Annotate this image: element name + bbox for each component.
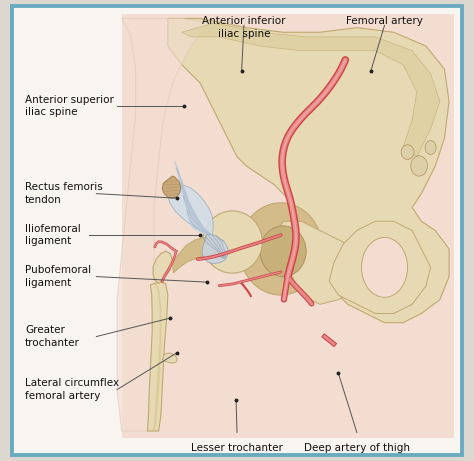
Text: Rectus femoris
tendon: Rectus femoris tendon [25, 183, 103, 205]
Polygon shape [162, 176, 181, 198]
Polygon shape [168, 18, 449, 323]
Polygon shape [152, 284, 161, 431]
Text: Iliofemoral
ligament: Iliofemoral ligament [25, 224, 81, 246]
Ellipse shape [202, 211, 262, 273]
Polygon shape [173, 237, 223, 273]
Polygon shape [153, 251, 173, 284]
Text: Anterior inferior
iliac spine: Anterior inferior iliac spine [202, 16, 286, 39]
Ellipse shape [425, 141, 436, 154]
Ellipse shape [362, 237, 408, 297]
Polygon shape [117, 18, 210, 431]
Text: Lesser trochanter: Lesser trochanter [191, 443, 283, 453]
Text: Lateral circumflex
femoral artery: Lateral circumflex femoral artery [25, 378, 119, 401]
Ellipse shape [239, 203, 322, 295]
Text: Pubofemoral
ligament: Pubofemoral ligament [25, 266, 91, 288]
Text: Deep artery of thigh: Deep artery of thigh [304, 443, 410, 453]
Text: Femoral artery: Femoral artery [346, 16, 423, 26]
Text: Greater
trochanter: Greater trochanter [25, 325, 80, 348]
FancyBboxPatch shape [12, 6, 462, 455]
Polygon shape [162, 353, 177, 363]
Bar [122, 14, 454, 438]
Ellipse shape [401, 145, 414, 160]
Ellipse shape [411, 156, 428, 176]
Polygon shape [168, 184, 213, 235]
Polygon shape [329, 221, 430, 313]
Text: Anterior superior
iliac spine: Anterior superior iliac spine [25, 95, 114, 117]
Polygon shape [202, 234, 228, 264]
Polygon shape [147, 282, 168, 431]
Polygon shape [182, 23, 440, 157]
Polygon shape [274, 221, 366, 304]
Ellipse shape [260, 226, 306, 277]
